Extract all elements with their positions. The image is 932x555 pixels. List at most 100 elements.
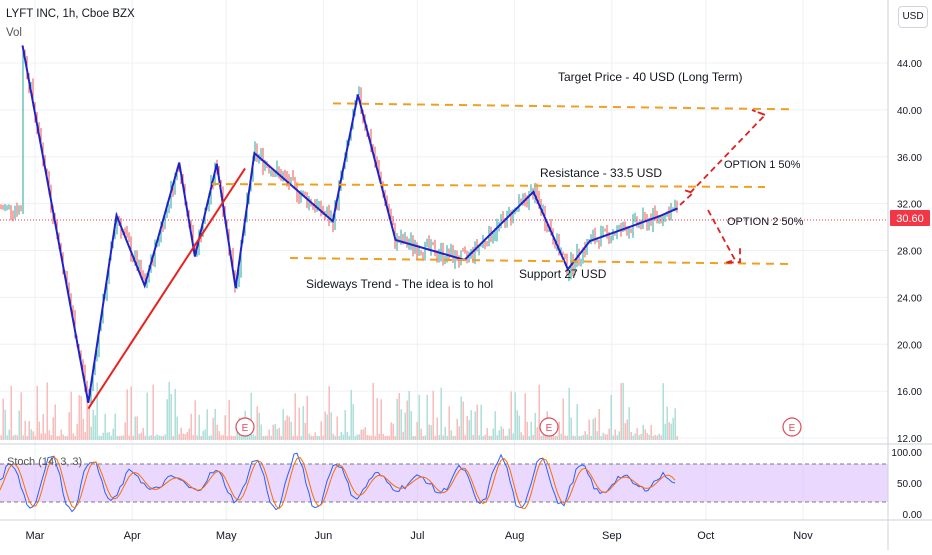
volume-bar [664, 423, 666, 440]
volume-bar [322, 435, 324, 440]
currency-button[interactable]: USD [898, 6, 928, 28]
volume-bar [214, 408, 216, 440]
volume-bar [640, 433, 642, 440]
volume-bar [408, 391, 410, 440]
volume-bar [660, 435, 662, 440]
volume-bar [366, 435, 368, 440]
volume-bar [18, 410, 20, 440]
volume-bars [0, 381, 678, 440]
volume-bar [416, 421, 418, 440]
volume-bar [668, 422, 670, 440]
price-tick-label: 44.00 [897, 59, 922, 70]
volume-bar [526, 421, 528, 440]
volume-bar [378, 433, 380, 440]
volume-bar [558, 421, 560, 440]
volume-bar [342, 434, 344, 440]
earnings-marker[interactable]: E [782, 417, 802, 437]
stoch-axis[interactable]: 100.00 50.00 0.00 [891, 448, 922, 521]
volume-bar [602, 432, 604, 440]
volume-bar [676, 435, 678, 440]
volume-bar [352, 404, 354, 440]
volume-bar [120, 435, 122, 440]
volume-bar [256, 406, 258, 440]
volume-bar [34, 435, 36, 440]
volume-bar [380, 399, 382, 440]
volume-bar [170, 394, 172, 440]
volume-bar [216, 424, 218, 440]
volume-bar [594, 417, 596, 440]
volume-bar [522, 435, 524, 440]
time-tick-label: Apr [124, 530, 141, 542]
volume-bar [376, 398, 378, 440]
volume-bar [420, 428, 422, 440]
volume-bar [272, 424, 274, 440]
volume-bar [432, 390, 434, 440]
volume-bar [208, 435, 210, 440]
volume-bar [424, 435, 426, 440]
volume-bar [338, 435, 340, 440]
volume-bar [564, 435, 566, 440]
volume-bar [2, 398, 4, 440]
price-tick-label: 32.00 [897, 200, 922, 211]
volume-bar [152, 384, 154, 440]
volume-bar [622, 382, 624, 440]
option1-label: OPTION 1 50% [724, 159, 801, 171]
volume-bar [530, 421, 532, 440]
volume-bar [150, 435, 152, 440]
volume-bar [362, 429, 364, 440]
volume-bar [148, 435, 150, 440]
volume-bar [578, 435, 580, 440]
volume-bar [308, 433, 310, 440]
volume-bar [394, 435, 396, 440]
volume-label[interactable]: Vol [6, 27, 22, 39]
volume-bar [224, 415, 226, 440]
price-axis[interactable]: 44.00 40.00 36.00 32.00 28.00 24.00 20.00 16.00… [897, 59, 922, 445]
volume-bar [160, 435, 162, 440]
volume-bar [98, 435, 100, 440]
volume-bar [250, 392, 252, 440]
volume-bar [62, 434, 64, 440]
volume-bar [24, 420, 26, 440]
volume-bar [96, 382, 98, 440]
volume-bar [628, 407, 630, 440]
time-tick-label: May [216, 530, 237, 542]
volume-bar [302, 406, 304, 440]
volume-bar [112, 428, 114, 440]
volume-bar [100, 435, 102, 440]
earnings-marker[interactable]: E [539, 417, 559, 437]
volume-bar [316, 435, 318, 440]
volume-bar [488, 435, 490, 440]
volume-bar [508, 428, 510, 440]
stoch-label: Stoch (14, 3, 3) [7, 456, 82, 468]
volume-bar [442, 435, 444, 440]
volume-bar [604, 434, 606, 440]
volume-bar [662, 383, 664, 440]
volume-bar [536, 427, 538, 440]
volume-bar [186, 432, 188, 440]
volume-bar [396, 398, 398, 440]
time-tick-label: Aug [505, 530, 525, 542]
volume-bar [612, 435, 614, 440]
volume-bar [588, 419, 590, 440]
volume-bar [258, 412, 260, 440]
volume-bar [414, 435, 416, 440]
volume-bar [464, 435, 466, 440]
volume-bar [586, 434, 588, 440]
volume-bar [52, 417, 54, 440]
volume-bar [76, 424, 78, 440]
volume-bar [114, 413, 116, 440]
volume-bar [480, 404, 482, 440]
time-axis[interactable]: Mar Apr May Jun Jul Aug Sep Oct Nov [26, 530, 814, 542]
volume-bar [318, 435, 320, 440]
earnings-marker[interactable]: E [235, 417, 255, 437]
drawings[interactable] [21, 45, 796, 410]
volume-bar [110, 435, 112, 440]
volume-bar [64, 436, 66, 440]
symbol-title[interactable]: LYFT INC, 1h, Cboe BZX [6, 8, 135, 20]
volume-bar [388, 435, 390, 440]
last-price-value: 30.60 [896, 213, 924, 225]
volume-bar [584, 431, 586, 440]
volume-bar [674, 408, 676, 440]
